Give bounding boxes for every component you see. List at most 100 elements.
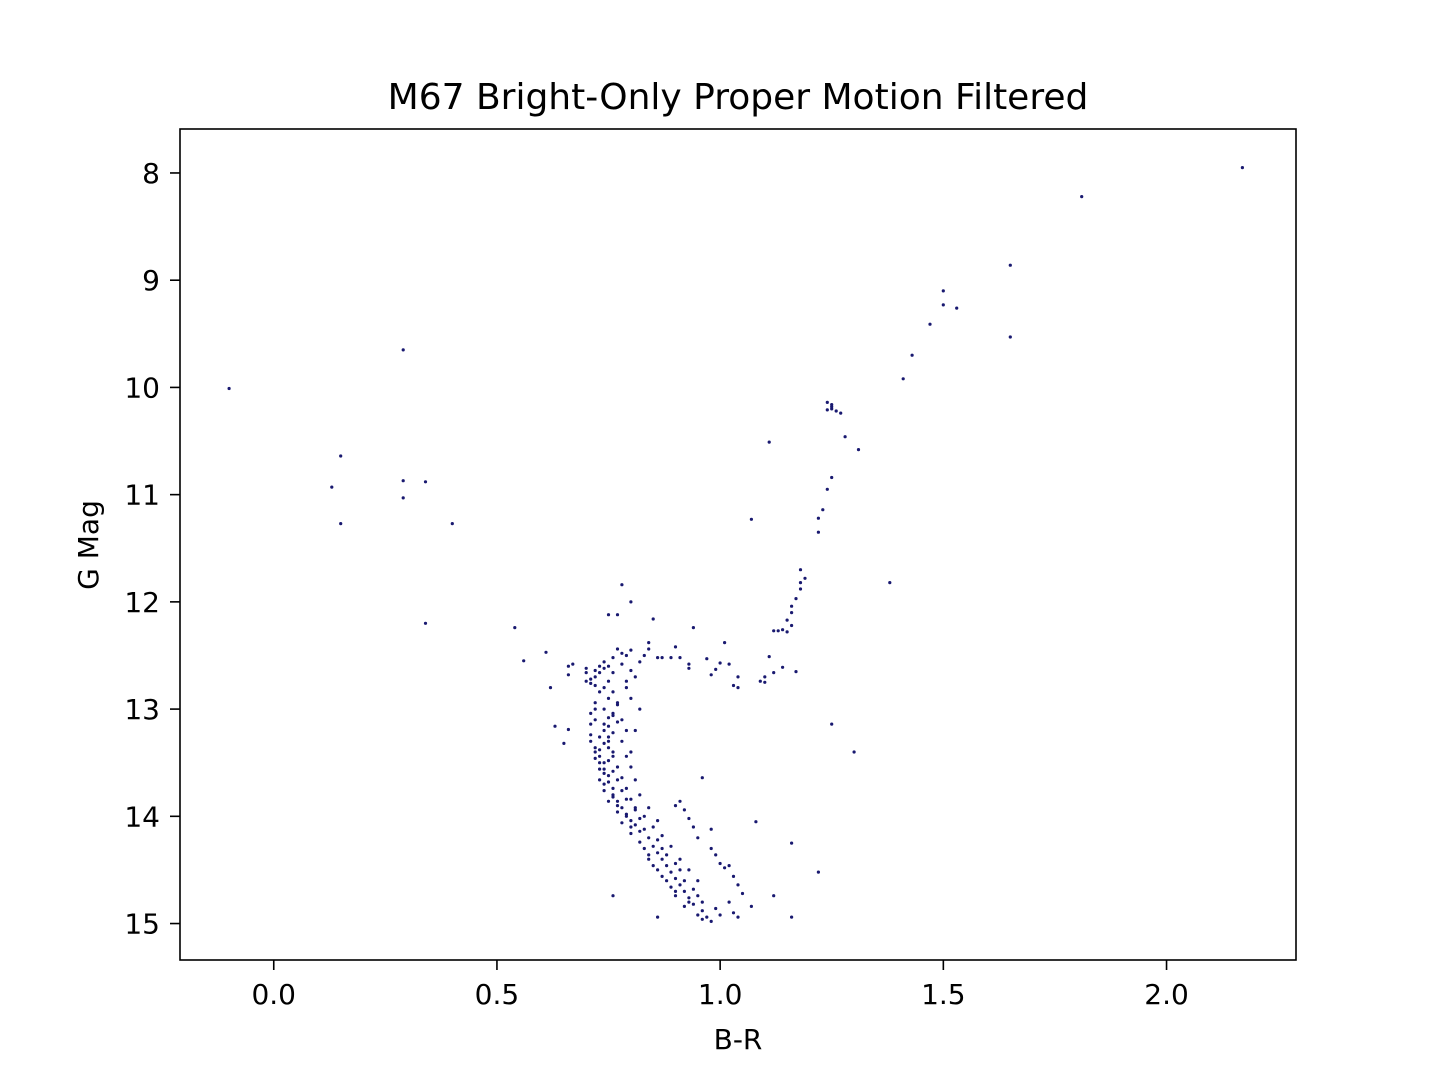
data-point <box>611 731 615 735</box>
data-point <box>727 662 731 666</box>
data-point <box>714 667 718 672</box>
data-point <box>910 353 914 357</box>
data-point <box>687 666 691 670</box>
data-point <box>647 641 651 645</box>
data-point <box>790 915 794 919</box>
data-point <box>758 679 762 683</box>
data-point <box>593 707 597 711</box>
data-point <box>571 662 575 666</box>
data-point <box>669 885 673 889</box>
data-point <box>638 816 642 821</box>
data-point <box>772 629 776 633</box>
data-point <box>673 861 678 866</box>
data-point <box>673 889 678 894</box>
data-point <box>629 831 633 836</box>
data-point <box>736 675 740 679</box>
data-point <box>606 746 611 750</box>
data-point <box>682 808 687 812</box>
data-point <box>615 804 620 808</box>
data-point <box>584 671 588 675</box>
data-point <box>700 900 704 904</box>
data-point <box>593 701 597 705</box>
data-point <box>749 517 754 521</box>
data-point <box>566 664 571 668</box>
data-point <box>731 874 736 879</box>
data-point <box>615 810 620 814</box>
data-point <box>423 621 428 625</box>
data-point <box>816 870 821 874</box>
data-point <box>620 718 624 722</box>
data-point <box>602 771 606 776</box>
data-point <box>401 348 405 352</box>
data-point <box>611 786 615 791</box>
data-point <box>843 435 847 439</box>
data-point <box>794 597 798 601</box>
data-point <box>656 868 660 872</box>
data-point <box>606 724 611 728</box>
data-point <box>705 657 709 661</box>
data-point <box>781 628 785 632</box>
data-point <box>611 769 615 773</box>
data-point <box>584 666 588 670</box>
data-point <box>767 440 771 444</box>
data-point <box>620 789 624 793</box>
data-point <box>749 904 754 909</box>
x-tick-label: 1.0 <box>698 978 743 1011</box>
data-point <box>665 879 669 883</box>
data-point <box>450 522 454 526</box>
data-point <box>638 793 642 797</box>
data-point <box>736 915 740 919</box>
x-tick-label: 2.0 <box>1144 978 1189 1011</box>
y-tick-label: 11 <box>124 479 160 512</box>
data-point <box>589 722 593 726</box>
data-point <box>602 741 606 746</box>
data-point <box>852 750 856 754</box>
data-point <box>602 789 606 793</box>
data-point <box>718 661 722 665</box>
y-tick-label: 8 <box>142 157 160 190</box>
y-tick-label: 9 <box>142 264 160 297</box>
data-point <box>691 902 696 906</box>
data-point <box>602 707 606 711</box>
data-point <box>790 604 794 608</box>
data-point <box>665 864 669 868</box>
data-point <box>633 823 637 827</box>
data-point <box>593 718 597 722</box>
data-point <box>691 887 696 891</box>
data-point <box>598 671 602 675</box>
data-point <box>589 733 593 737</box>
data-point <box>1240 166 1244 170</box>
data-point <box>642 814 646 818</box>
data-point <box>620 739 624 743</box>
data-point <box>593 750 597 754</box>
data-point <box>606 759 611 763</box>
data-point <box>776 629 780 633</box>
data-point <box>673 894 678 898</box>
data-point <box>656 656 660 660</box>
data-point <box>718 861 722 866</box>
data-point <box>629 797 633 801</box>
data-point <box>678 868 682 872</box>
data-point <box>629 668 633 673</box>
data-point <box>544 650 548 654</box>
data-point <box>598 690 602 694</box>
data-point <box>589 711 593 716</box>
data-point <box>718 913 722 917</box>
data-point <box>602 666 606 670</box>
data-point <box>714 906 718 911</box>
data-point <box>772 671 776 675</box>
data-point <box>656 819 660 823</box>
y-tick-label: 15 <box>124 908 160 941</box>
data-point <box>629 750 633 754</box>
data-point <box>754 820 758 824</box>
data-point <box>790 611 794 615</box>
data-point <box>598 761 602 765</box>
data-point <box>673 876 678 881</box>
data-point <box>606 739 611 743</box>
data-point <box>825 487 829 491</box>
data-point <box>629 765 633 769</box>
data-point <box>821 508 825 512</box>
data-point <box>620 583 624 587</box>
data-point <box>727 864 731 868</box>
data-point <box>781 665 785 669</box>
